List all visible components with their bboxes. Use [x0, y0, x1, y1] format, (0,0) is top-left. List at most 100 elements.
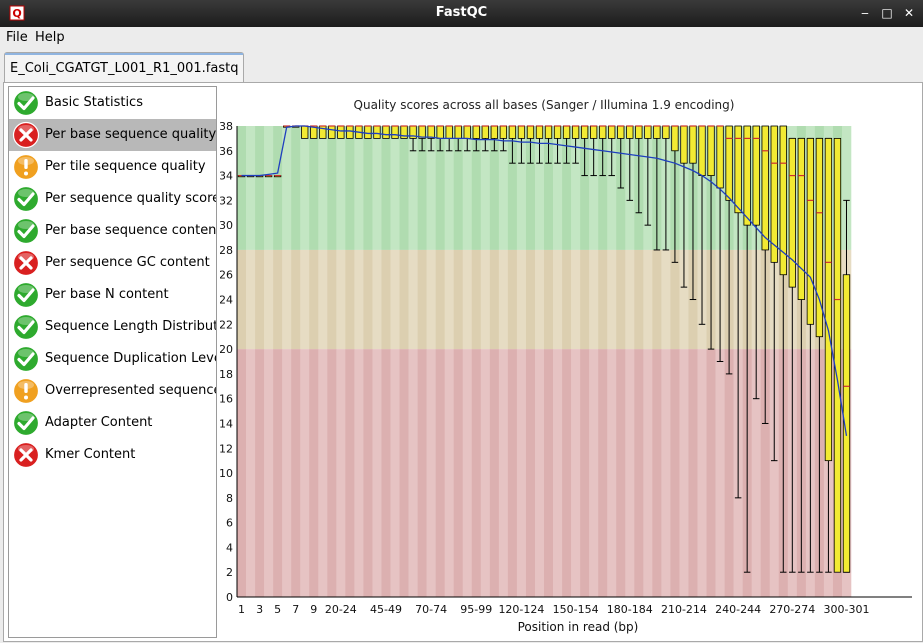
- quality-band-good: [462, 126, 473, 250]
- x-tick-label: 9: [310, 603, 317, 616]
- quality-band-warn: [607, 249, 617, 350]
- y-tick-label: 20: [220, 343, 233, 356]
- module-item[interactable]: Sequence Duplication Levels: [9, 343, 216, 375]
- module-item[interactable]: Sequence Length Distribution: [9, 311, 216, 343]
- module-item[interactable]: Overrepresented sequences: [9, 375, 216, 407]
- quality-band-bad: [598, 349, 608, 597]
- quality-band-warn: [571, 249, 581, 350]
- module-item[interactable]: Per sequence GC content: [9, 247, 216, 279]
- quality-band-bad: [435, 349, 445, 597]
- quality-box: [842, 274, 851, 573]
- quality-band-bad: [544, 349, 554, 597]
- quality-box: [382, 125, 390, 139]
- per-base-quality-chart: Quality scores across all bases (Sanger …: [220, 98, 912, 634]
- menu-file[interactable]: File: [6, 30, 28, 45]
- window-title: FastQC: [435, 5, 488, 20]
- x-tick-label: 150-154: [553, 603, 599, 616]
- quality-band-warn: [616, 249, 626, 350]
- module-item[interactable]: Kmer Content: [9, 439, 216, 471]
- quality-band-good: [363, 126, 373, 250]
- quality-band-bad: [652, 349, 662, 597]
- quality-band-bad: [525, 349, 536, 597]
- y-tick-label: 6: [226, 517, 233, 530]
- close-icon[interactable]: ✕: [903, 6, 915, 20]
- x-tick-label: 7: [292, 603, 299, 616]
- quality-band-good: [480, 126, 491, 250]
- quality-band-good: [417, 126, 427, 250]
- quality-band-good: [562, 126, 572, 250]
- quality-band-warn: [444, 249, 455, 350]
- quality-box: [544, 125, 553, 139]
- quality-band-bad: [751, 349, 762, 597]
- quality-band-warn: [625, 249, 635, 350]
- quality-box: [590, 125, 598, 139]
- minimize-icon[interactable]: ‒: [861, 6, 869, 20]
- chart-title: Quality scores across all bases (Sanger …: [354, 98, 735, 112]
- menu-help[interactable]: Help: [35, 30, 65, 45]
- quality-box: [580, 125, 589, 139]
- quality-band-good: [318, 126, 328, 250]
- maximize-icon[interactable]: □: [881, 6, 893, 20]
- quality-box: [635, 125, 643, 139]
- module-item[interactable]: Per tile sequence quality: [9, 151, 216, 183]
- x-tick-label: 180-184: [607, 603, 653, 616]
- quality-band-good: [507, 126, 518, 250]
- quality-band-warn: [291, 249, 301, 350]
- y-tick-label: 8: [226, 492, 233, 505]
- x-tick-label: 3: [256, 603, 263, 616]
- quality-band-good: [841, 126, 852, 250]
- pass-check-icon: [12, 409, 40, 437]
- quality-box: [508, 125, 517, 139]
- quality-band-warn: [562, 249, 572, 350]
- quality-box: [725, 125, 733, 201]
- quality-band-bad: [237, 349, 247, 597]
- quality-band-good: [580, 126, 590, 250]
- quality-box: [761, 125, 769, 251]
- module-label: Per sequence quality scores: [45, 191, 217, 206]
- module-item[interactable]: Adapter Content: [9, 407, 216, 439]
- quality-band-warn: [399, 249, 409, 350]
- quality-box: [436, 125, 444, 139]
- y-tick-label: 22: [220, 318, 233, 331]
- fastqc-app-icon: Q: [9, 5, 25, 21]
- quality-band-warn: [273, 249, 283, 350]
- quality-band-warn: [670, 249, 680, 350]
- module-item[interactable]: Per base N content: [9, 279, 216, 311]
- quality-band-good: [435, 126, 445, 250]
- y-tick-label: 16: [220, 393, 233, 406]
- quality-band-warn: [589, 249, 599, 350]
- quality-band-bad: [444, 349, 455, 597]
- x-tick-label: 240-244: [715, 603, 761, 616]
- quality-band-warn: [661, 249, 671, 350]
- quality-band-good: [489, 126, 500, 250]
- quality-band-bad: [408, 349, 418, 597]
- quality-band-warn: [309, 249, 319, 350]
- module-item[interactable]: Basic Statistics: [9, 87, 216, 119]
- quality-box: [517, 125, 526, 139]
- quality-band-warn: [679, 249, 689, 350]
- quality-band-good: [390, 126, 400, 250]
- quality-band-warn: [498, 249, 509, 350]
- quality-box: [328, 125, 336, 139]
- quality-box: [562, 125, 571, 139]
- quality-band-good: [381, 126, 391, 250]
- module-item[interactable]: Per sequence quality scores: [9, 183, 216, 215]
- y-tick-label: 24: [220, 294, 233, 307]
- module-item[interactable]: Per base sequence content: [9, 215, 216, 247]
- quality-band-bad: [264, 349, 274, 597]
- pass-check-icon: [12, 185, 40, 213]
- x-tick-label: 270-274: [769, 603, 815, 616]
- quality-band-good: [544, 126, 554, 250]
- quality-band-warn: [345, 249, 355, 350]
- module-item[interactable]: Per base sequence quality: [9, 119, 216, 151]
- quality-box: [680, 125, 688, 164]
- y-tick-label: 0: [226, 591, 233, 604]
- quality-box: [337, 125, 345, 139]
- quality-box: [553, 125, 562, 139]
- quality-band-warn: [489, 249, 500, 350]
- quality-band-bad: [697, 349, 707, 597]
- tab-fastq-file[interactable]: E_Coli_CGATGT_L001_R1_001.fastq: [4, 52, 245, 82]
- quality-box: [689, 125, 697, 164]
- quality-band-good: [516, 126, 527, 250]
- quality-band-warn: [426, 249, 436, 350]
